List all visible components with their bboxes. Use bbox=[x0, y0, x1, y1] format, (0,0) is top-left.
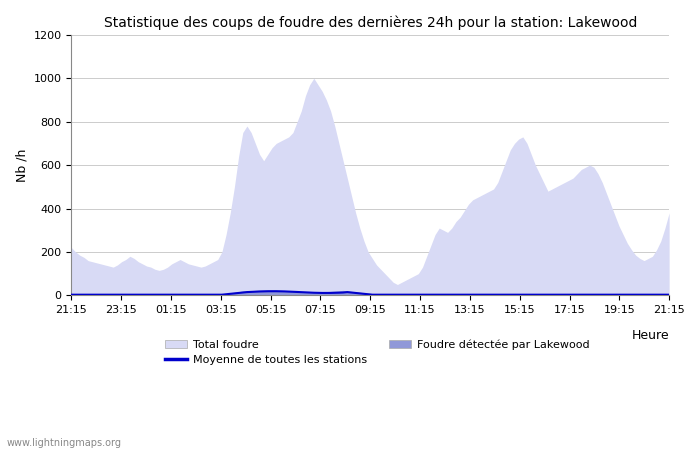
Legend: Total foudre, Moyenne de toutes les stations, Foudre détectée par Lakewood: Total foudre, Moyenne de toutes les stat… bbox=[160, 335, 594, 370]
Text: www.lightningmaps.org: www.lightningmaps.org bbox=[7, 438, 122, 448]
Y-axis label: Nb /h: Nb /h bbox=[15, 148, 28, 182]
Title: Statistique des coups de foudre des dernières 24h pour la station: Lakewood: Statistique des coups de foudre des dern… bbox=[104, 15, 637, 30]
Text: Heure: Heure bbox=[631, 329, 669, 342]
